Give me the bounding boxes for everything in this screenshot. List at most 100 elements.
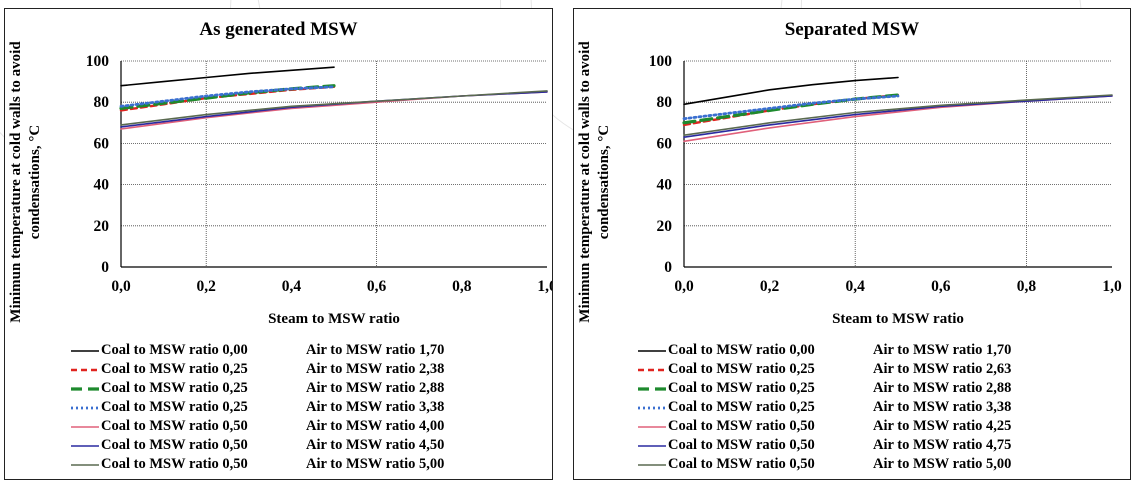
line-chart: 0 20 40 60 80 100 0,0 0,2 0,4 0,6 0,8 1,0 Steam to M… [86, 53, 552, 327]
legend-swatch [71, 368, 99, 372]
legend-coal-ratio: Coal to MSW ratio 0,25 [101, 380, 248, 396]
series-line [120, 90, 548, 126]
legend-coal-ratio: Coal to MSW ratio 0,50 [101, 418, 248, 434]
series-line [120, 91, 548, 128]
legend-swatch [638, 406, 666, 410]
x-tick-label: 0,2 [760, 278, 780, 295]
legend-air-ratio: Air to MSW ratio 4,75 [873, 437, 1012, 453]
legend-air-ratio: Air to MSW ratio 4,50 [306, 437, 445, 453]
series-line [682, 94, 900, 121]
x-tick-label: 0,8 [1017, 278, 1037, 295]
y-tick-label: 100 [86, 53, 110, 70]
y-tick-label: 60 [657, 135, 673, 152]
legend-item: Coal to MSW ratio 0,50 Air to MSW ratio 4… [69, 436, 444, 455]
y-tick-label: 0 [664, 259, 672, 276]
legend-air-ratio: Air to MSW ratio 5,00 [306, 456, 445, 472]
legend-swatch [638, 368, 666, 372]
legend: Coal to MSW ratio 0,00 Air to MSW ratio 1… [636, 341, 1011, 474]
legend-coal-ratio: Coal to MSW ratio 0,25 [668, 399, 815, 415]
legend-item: Coal to MSW ratio 0,00 Air to MSW ratio 1… [636, 341, 1011, 360]
line-chart: 0 20 40 60 80 100 0,0 0,2 0,4 0,6 0,8 1,0 Steam to M… [649, 53, 1122, 327]
legend-swatch [638, 464, 666, 466]
legend-air-ratio: Air to MSW ratio 2,38 [306, 361, 445, 377]
x-tick-label: 0,4 [282, 278, 302, 295]
legend-swatch [71, 406, 99, 410]
y-tick-label: 0 [101, 259, 109, 276]
legend-item: Coal to MSW ratio 0,25 Air to MSW ratio 3… [636, 398, 1011, 417]
legend-air-ratio: Air to MSW ratio 3,38 [306, 399, 445, 415]
series-line [683, 94, 1113, 136]
legend-coal-ratio: Coal to MSW ratio 0,25 [668, 361, 815, 377]
legend-air-ratio: Air to MSW ratio 2,63 [873, 361, 1012, 377]
legend-air-ratio: Air to MSW ratio 4,00 [306, 418, 445, 434]
legend-swatch [71, 464, 99, 466]
legend-coal-ratio: Coal to MSW ratio 0,50 [668, 437, 815, 453]
y-tick-label: 80 [657, 94, 673, 111]
legend-item: Coal to MSW ratio 0,50 Air to MSW ratio 4… [636, 436, 1011, 455]
legend-item: Coal to MSW ratio 0,50 Air to MSW ratio 5… [69, 455, 444, 474]
legend-item: Coal to MSW ratio 0,50 Air to MSW ratio 4… [636, 417, 1011, 436]
y-tick-label: 20 [94, 218, 110, 235]
y-tick-label: 40 [94, 177, 110, 194]
chart-panel-as-generated: As generated MSW Minimun temperature at … [4, 8, 553, 480]
legend: Coal to MSW ratio 0,00 Air to MSW ratio 1… [69, 341, 444, 474]
legend-air-ratio: Air to MSW ratio 1,70 [873, 342, 1012, 358]
legend-item: Coal to MSW ratio 0,50 Air to MSW ratio 4… [69, 417, 444, 436]
legend-item: Coal to MSW ratio 0,00 Air to MSW ratio 1… [69, 341, 444, 360]
x-tick-label: 0,0 [111, 278, 131, 295]
y-tick-label: 100 [649, 53, 673, 70]
series-line [683, 95, 1113, 143]
legend-item: Coal to MSW ratio 0,25 Air to MSW ratio 2… [69, 360, 444, 379]
x-axis-label: Steam to MSW ratio [832, 311, 964, 327]
legend-swatch [71, 350, 99, 352]
legend-swatch [638, 445, 666, 447]
series-line [119, 84, 336, 111]
legend-swatch [638, 387, 666, 391]
x-tick-label: 0,0 [674, 278, 694, 295]
legend-item: Coal to MSW ratio 0,25 Air to MSW ratio 2… [636, 379, 1011, 398]
y-tick-label: 40 [657, 177, 673, 194]
legend-swatch [71, 387, 99, 391]
chart-panel-separated: Separated MSW Minimun temperature at col… [573, 8, 1131, 480]
legend-item: Coal to MSW ratio 0,25 Air to MSW ratio 2… [69, 379, 444, 398]
legend-air-ratio: Air to MSW ratio 2,88 [306, 380, 445, 396]
legend-item: Coal to MSW ratio 0,25 Air to MSW ratio 2… [636, 360, 1011, 379]
x-tick-label: 0,6 [367, 278, 387, 295]
legend-air-ratio: Air to MSW ratio 2,88 [873, 380, 1012, 396]
legend-coal-ratio: Coal to MSW ratio 0,25 [668, 380, 815, 396]
legend-swatch [71, 426, 99, 428]
legend-swatch [71, 445, 99, 447]
legend-coal-ratio: Coal to MSW ratio 0,25 [101, 399, 248, 415]
legend-coal-ratio: Coal to MSW ratio 0,50 [101, 437, 248, 453]
series-line [683, 95, 1113, 138]
y-tick-label: 60 [94, 135, 110, 152]
legend-air-ratio: Air to MSW ratio 1,70 [306, 342, 445, 358]
y-tick-label: 80 [94, 94, 110, 111]
legend-air-ratio: Air to MSW ratio 4,25 [873, 418, 1012, 434]
x-tick-label: 0,8 [452, 278, 472, 295]
legend-swatch [638, 350, 666, 352]
legend-air-ratio: Air to MSW ratio 3,38 [873, 399, 1012, 415]
chart-title: As generated MSW [199, 19, 358, 40]
x-tick-label: 1,0 [537, 278, 552, 295]
legend-coal-ratio: Coal to MSW ratio 0,25 [101, 361, 248, 377]
series-line [120, 66, 335, 87]
legend-coal-ratio: Coal to MSW ratio 0,00 [101, 342, 248, 358]
y-tick-label: 20 [657, 218, 673, 235]
series-line [683, 76, 899, 106]
legend-coal-ratio: Coal to MSW ratio 0,50 [668, 418, 815, 434]
x-tick-label: 0,4 [846, 278, 866, 295]
x-tick-label: 1,0 [1102, 278, 1122, 295]
legend-coal-ratio: Coal to MSW ratio 0,00 [668, 342, 815, 358]
x-tick-label: 0,6 [931, 278, 951, 295]
chart-title: Separated MSW [784, 19, 920, 40]
legend-coal-ratio: Coal to MSW ratio 0,50 [668, 456, 815, 472]
series-line [119, 85, 336, 108]
legend-item: Coal to MSW ratio 0,25 Air to MSW ratio 3… [69, 398, 444, 417]
legend-air-ratio: Air to MSW ratio 5,00 [873, 456, 1012, 472]
x-axis-label: Steam to MSW ratio [268, 311, 400, 327]
x-tick-label: 0,2 [197, 278, 217, 295]
legend-coal-ratio: Coal to MSW ratio 0,50 [101, 456, 248, 472]
legend-swatch [638, 426, 666, 428]
legend-item: Coal to MSW ratio 0,50 Air to MSW ratio 5… [636, 455, 1011, 474]
